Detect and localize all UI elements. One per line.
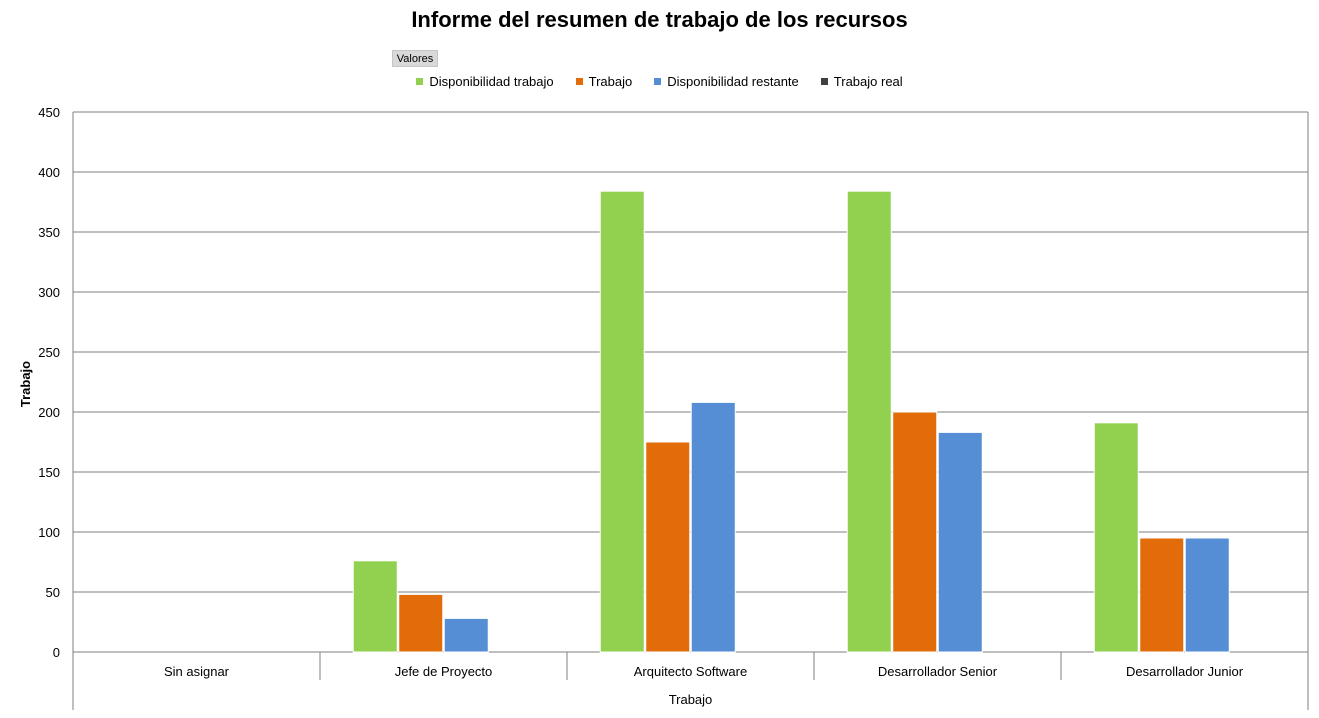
bar — [599, 190, 645, 653]
y-tick-label: 200 — [38, 405, 60, 420]
legend-label: Disponibilidad restante — [667, 74, 799, 89]
y-tick-label: 100 — [38, 525, 60, 540]
legend-item: Trabajo real — [820, 74, 903, 89]
bar — [846, 190, 892, 653]
y-tick-label: 250 — [38, 345, 60, 360]
y-tick-label: 450 — [38, 105, 60, 120]
values-filter-button[interactable]: Valores — [392, 50, 438, 67]
y-tick-label: 0 — [53, 645, 60, 660]
y-tick-label: 350 — [38, 225, 60, 240]
legend-label: Trabajo — [588, 74, 633, 89]
x-tick-label: Desarrollador Junior — [1126, 664, 1244, 679]
bar — [443, 617, 489, 653]
y-tick-label: 400 — [38, 165, 60, 180]
y-tick-label: 300 — [38, 285, 60, 300]
y-tick-label: 50 — [46, 585, 60, 600]
legend: Disponibilidad trabajo Trabajo Disponibili… — [0, 74, 1319, 89]
bar — [1139, 537, 1185, 653]
chart-title: Informe del resumen de trabajo de los re… — [411, 7, 908, 32]
x-tick-label: Sin asignar — [164, 664, 230, 679]
legend-swatch — [416, 78, 424, 85]
bar — [1093, 422, 1139, 653]
bar — [398, 593, 444, 653]
y-tick-label: 150 — [38, 465, 60, 480]
bar — [937, 431, 983, 653]
bar — [892, 411, 938, 653]
x-tick-label: Arquitecto Software — [634, 664, 747, 679]
x-tick-label: Desarrollador Senior — [878, 664, 998, 679]
legend-item: Disponibilidad restante — [654, 74, 799, 89]
bar — [352, 560, 398, 653]
x-tick-label: Jefe de Proyecto — [395, 664, 493, 679]
legend-swatch — [654, 78, 662, 85]
bar — [645, 441, 691, 653]
x-axis-title: Trabajo — [669, 692, 713, 707]
legend-label: Trabajo real — [833, 74, 903, 89]
bar — [1184, 537, 1230, 653]
legend-swatch — [820, 78, 828, 85]
legend-item: Trabajo — [575, 74, 633, 89]
bar — [690, 401, 736, 653]
legend-swatch — [575, 78, 583, 85]
legend-label: Disponibilidad trabajo — [429, 74, 554, 89]
y-axis-title: Trabajo — [18, 361, 33, 407]
legend-item: Disponibilidad trabajo — [416, 74, 554, 89]
